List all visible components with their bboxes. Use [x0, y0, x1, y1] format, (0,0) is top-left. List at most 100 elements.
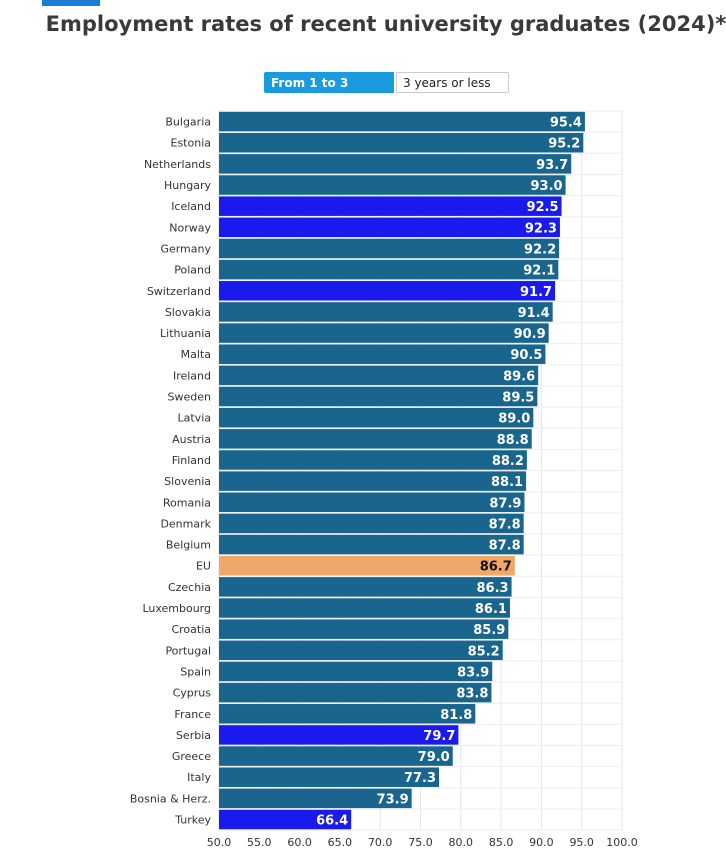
- bar: [219, 619, 509, 639]
- bar: [219, 513, 524, 534]
- bar: [219, 598, 510, 618]
- category-label: Bosnia & Herz.: [130, 792, 211, 805]
- value-label: 85.9: [473, 623, 505, 638]
- value-label: 87.9: [489, 496, 521, 511]
- category-label: Ireland: [173, 369, 211, 382]
- bar: [219, 640, 503, 661]
- value-label: 77.3: [404, 771, 436, 786]
- value-label: 73.9: [377, 792, 409, 807]
- value-label: 92.1: [523, 264, 555, 279]
- category-label: Poland: [174, 264, 211, 277]
- category-label: Romania: [163, 496, 211, 509]
- value-label: 92.5: [526, 200, 558, 215]
- category-label: Portugal: [165, 644, 211, 657]
- bar: [219, 450, 527, 470]
- category-label: Cyprus: [173, 687, 212, 700]
- value-label: 88.8: [497, 433, 529, 448]
- value-label: 86.7: [480, 560, 512, 575]
- bar: [219, 386, 538, 407]
- value-label: 86.1: [475, 602, 507, 617]
- bar: [219, 725, 459, 745]
- bar: [219, 259, 559, 280]
- value-label: 79.7: [423, 729, 455, 744]
- toggle-3-years-or-less[interactable]: 3 years or less: [396, 72, 509, 93]
- bar: [219, 238, 560, 259]
- bar: [219, 281, 556, 301]
- category-label: Denmark: [160, 517, 211, 530]
- value-label: 93.0: [531, 179, 563, 194]
- value-label: 88.2: [492, 454, 524, 469]
- bar: [219, 175, 566, 195]
- top-accent-tab: [42, 0, 100, 6]
- bar: [219, 555, 515, 576]
- x-tick-label: 80.0: [449, 836, 474, 849]
- value-label: 92.3: [525, 221, 557, 236]
- bar: [219, 323, 549, 343]
- x-tick-label: 70.0: [368, 836, 393, 849]
- bar: [219, 217, 560, 238]
- bar: [219, 154, 572, 174]
- bar: [219, 365, 539, 386]
- value-label: 89.5: [502, 391, 534, 406]
- value-label: 79.0: [418, 750, 450, 765]
- bar: [219, 809, 352, 830]
- category-label: Estonia: [171, 137, 212, 150]
- bar: [219, 788, 412, 809]
- category-label: Serbia: [176, 729, 211, 742]
- bar: [219, 429, 532, 449]
- category-label: Italy: [187, 771, 211, 784]
- value-label: 90.5: [510, 348, 542, 363]
- bar: [219, 746, 453, 766]
- bar: [219, 471, 527, 491]
- category-label: Norway: [169, 221, 211, 234]
- bar: [219, 767, 440, 787]
- category-label: Slovakia: [165, 306, 211, 319]
- category-label: Iceland: [171, 200, 211, 213]
- category-label: Latvia: [178, 412, 212, 425]
- bar: [219, 577, 512, 597]
- category-label: Turkey: [174, 814, 211, 827]
- bar: [219, 492, 525, 513]
- value-label: 81.8: [440, 708, 472, 723]
- bar: [219, 704, 476, 724]
- value-label: 90.9: [514, 327, 546, 342]
- category-label: EU: [196, 560, 211, 573]
- period-toggle-group: From 1 to 3 years 3 years or less: [264, 72, 509, 111]
- category-label: Greece: [172, 750, 211, 763]
- category-label: Czechia: [168, 581, 211, 594]
- value-label: 88.1: [491, 475, 523, 490]
- x-tick-label: 90.0: [529, 836, 554, 849]
- x-tick-label: 95.0: [569, 836, 594, 849]
- bar: [219, 111, 585, 132]
- bar: [219, 534, 524, 555]
- category-label: Belgium: [166, 539, 211, 552]
- value-label: 89.6: [503, 369, 535, 384]
- x-tick-label: 50.0: [207, 836, 232, 849]
- bar: [219, 661, 493, 682]
- value-label: 93.7: [536, 158, 568, 173]
- category-label: Lithuania: [160, 327, 211, 340]
- bar: [219, 132, 584, 153]
- category-label: Austria: [172, 433, 211, 446]
- category-label: Finland: [172, 454, 211, 467]
- category-label: Croatia: [171, 623, 211, 636]
- value-label: 66.4: [316, 814, 348, 829]
- x-tick-label: 55.0: [247, 836, 272, 849]
- category-label: Bulgaria: [165, 116, 211, 129]
- value-label: 85.2: [468, 644, 500, 659]
- value-label: 86.3: [476, 581, 508, 596]
- value-label: 91.4: [518, 306, 550, 321]
- category-label: Hungary: [164, 179, 211, 192]
- toggle-from-1-to-3-years[interactable]: From 1 to 3 years: [264, 72, 394, 111]
- value-label: 87.8: [489, 539, 521, 554]
- x-tick-label: 60.0: [287, 836, 312, 849]
- value-label: 83.8: [456, 687, 488, 702]
- x-tick-label: 65.0: [328, 836, 353, 849]
- value-label: 92.2: [524, 242, 556, 257]
- bar: [219, 302, 553, 322]
- value-label: 87.8: [489, 517, 521, 532]
- value-label: 95.4: [550, 116, 582, 131]
- bar: [219, 344, 546, 364]
- category-label: Slovenia: [164, 475, 211, 488]
